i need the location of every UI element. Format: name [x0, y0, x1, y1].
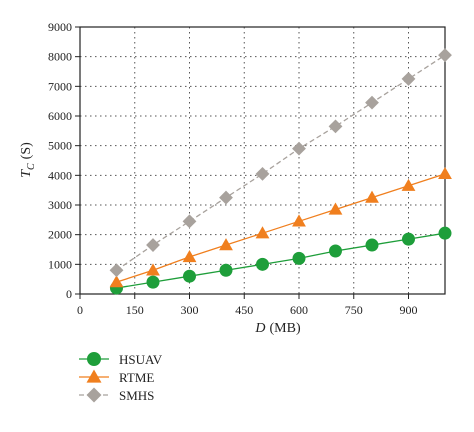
data-point-smhs: [401, 72, 416, 86]
y-tick-label: 7000: [48, 79, 72, 93]
x-axis-title-main: D: [254, 321, 265, 336]
data-point-hsuav: [256, 257, 269, 271]
labels-layer: D (MB) TC (S): [19, 142, 301, 336]
x-tick-label: 0: [77, 303, 83, 317]
data-point-hsuav: [146, 275, 160, 289]
axes-layer: 0 150 300 450 600 750 900010002000300040005000…: [48, 20, 446, 317]
x-tick-label: 450: [235, 303, 253, 317]
data-point-smhs: [255, 166, 270, 181]
x-tick-label: 300: [181, 303, 199, 317]
data-point-smhs: [328, 119, 343, 134]
legend: HSUAV RTME SMHS: [79, 352, 163, 403]
data-point-rtme: [219, 238, 233, 251]
y-tick-label: 5000: [48, 139, 72, 153]
legend-label: SMHS: [119, 388, 154, 403]
y-axis-title-sub: C: [26, 163, 37, 170]
data-point-hsuav: [292, 251, 306, 265]
data-point-hsuav: [219, 263, 233, 277]
y-tick-label: 1000: [48, 257, 72, 271]
series-line-smhs: [116, 54, 446, 271]
data-point-rtme: [365, 190, 379, 203]
y-tick-label: 3000: [48, 198, 72, 212]
data-point-rtme: [109, 275, 124, 288]
x-tick-label: 900: [400, 303, 418, 317]
legend-item-hsuav: HSUAV: [79, 352, 163, 367]
series-layer: [109, 48, 452, 295]
series-smhs: [109, 48, 452, 278]
data-point-smhs: [219, 190, 233, 205]
legend-item-smhs: SMHS: [79, 387, 154, 403]
legend-swatch-marker: [87, 352, 101, 366]
data-point-hsuav: [438, 226, 452, 240]
series-hsuav: [110, 226, 452, 295]
y-tick-label: 4000: [48, 168, 72, 182]
data-point-smhs: [365, 95, 379, 110]
plot-frame: [79, 26, 446, 295]
legend-swatch-marker: [86, 387, 102, 403]
legend-label: HSUAV: [119, 352, 163, 367]
data-point-smhs: [438, 48, 452, 63]
y-axis-title-unit: (S): [19, 142, 34, 159]
data-point-rtme: [146, 263, 160, 276]
y-tick-label: 6000: [48, 109, 72, 123]
data-point-rtme: [328, 202, 343, 215]
data-point-hsuav: [365, 238, 379, 252]
y-axis-title-main: T: [19, 169, 34, 178]
data-point-smhs: [182, 214, 197, 229]
y-tick-label: 0: [66, 287, 72, 301]
x-tick-label: 750: [345, 303, 363, 317]
data-point-smhs: [146, 238, 160, 252]
data-point-rtme: [182, 250, 197, 263]
data-point-rtme: [401, 178, 416, 191]
data-point-smhs: [292, 141, 306, 156]
y-tick-label: 9000: [48, 20, 72, 34]
legend-swatch-marker: [86, 369, 102, 383]
series-rtme: [109, 166, 452, 288]
data-point-smhs: [109, 263, 124, 278]
data-point-hsuav: [329, 244, 342, 258]
x-tick-label: 150: [126, 303, 144, 317]
grid-layer: [80, 27, 445, 294]
legend-item-rtme: RTME: [79, 369, 154, 385]
x-axis-title-unit: (MB): [270, 321, 301, 336]
series-line-rtme: [116, 173, 446, 283]
data-point-rtme: [438, 166, 452, 180]
data-point-hsuav: [183, 269, 196, 283]
y-axis-title: TC (S): [19, 142, 37, 178]
data-point-hsuav: [402, 232, 415, 246]
data-point-rtme: [292, 214, 306, 227]
y-tick-label: 8000: [48, 50, 72, 64]
x-tick-label: 600: [290, 303, 308, 317]
legend-label: RTME: [119, 370, 154, 385]
x-axis-title: D (MB): [254, 321, 301, 336]
data-point-rtme: [255, 226, 270, 239]
y-tick-label: 2000: [48, 228, 72, 242]
series-line-hsuav: [116, 232, 446, 289]
